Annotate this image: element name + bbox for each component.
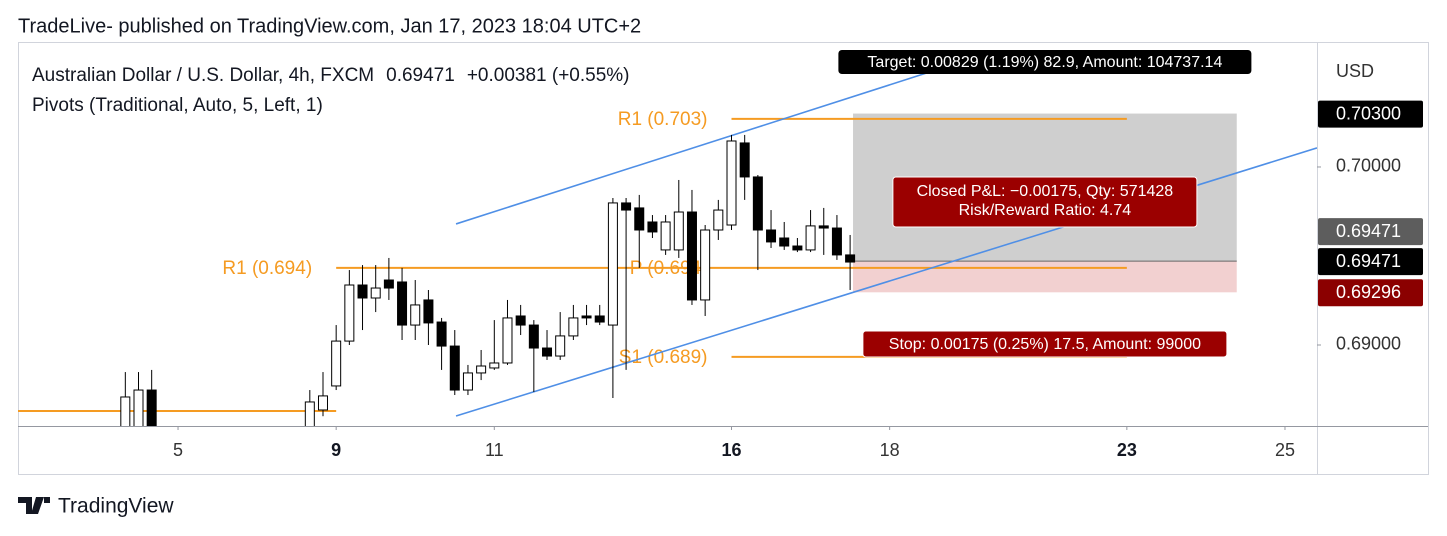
legend-symbol: Australian Dollar / U.S. Dollar, 4h, FXC… <box>32 65 630 86</box>
x-tick-label: 5 <box>173 440 183 460</box>
pivot-label: R1 (0.703) <box>618 109 708 130</box>
candle-body <box>462 372 473 391</box>
price-tag <box>1318 218 1423 246</box>
candle-body <box>528 324 539 349</box>
candle-body <box>397 281 408 326</box>
candle-body <box>476 365 487 374</box>
target-label-box <box>838 50 1252 74</box>
candle-body <box>449 345 460 391</box>
candle-body <box>489 362 500 369</box>
ratio-label: Risk/Reward Ratio: 4.74 <box>959 202 1132 219</box>
logo-mark <box>18 497 50 514</box>
candle-body <box>146 389 157 426</box>
candle-body <box>739 142 750 178</box>
x-tick-label: 9 <box>331 440 341 460</box>
price-tag-label: 0.69296 <box>1336 282 1401 302</box>
candle-body <box>410 304 421 326</box>
x-tick-label: 11 <box>485 440 504 460</box>
x-tick-label: 18 <box>880 440 900 460</box>
candle-body <box>304 401 315 426</box>
x-tick-label: 23 <box>1117 440 1137 460</box>
price-tag-label: 0.69471 <box>1336 251 1401 271</box>
price-tag-label: 0.69471 <box>1336 221 1401 241</box>
candle-body <box>673 211 684 251</box>
last-price: 0.69471 <box>386 65 455 86</box>
footer-brand: TradingView <box>58 495 174 518</box>
candle-body <box>660 221 671 251</box>
candle-body <box>383 279 394 289</box>
candle-body <box>357 284 368 299</box>
candle-body <box>370 287 381 299</box>
candle-body <box>634 207 645 231</box>
trendline <box>455 71 931 225</box>
candle-body <box>766 229 777 243</box>
x-tick-label: 16 <box>721 440 741 460</box>
candle-body <box>792 245 803 251</box>
stop-label-box <box>862 330 1228 358</box>
candle-body <box>607 202 618 326</box>
x-tick-label: 25 <box>1275 440 1295 460</box>
candle-body <box>752 176 763 231</box>
candle-body <box>502 317 513 364</box>
candle-body <box>713 209 724 231</box>
candle-body <box>581 315 592 319</box>
y-tick-label: 0.70000 <box>1336 156 1401 176</box>
candle-body <box>436 321 447 347</box>
pivot-label: S1 (0.689) <box>619 347 708 368</box>
candle-body <box>647 221 658 233</box>
candle-body <box>120 396 131 426</box>
price-tag <box>1318 279 1423 307</box>
candle-body <box>818 225 829 229</box>
price-tag <box>1318 248 1423 276</box>
candle-body <box>423 299 434 324</box>
target-label: Target: 0.00829 (1.19%) 82.9, Amount: 10… <box>867 54 1222 71</box>
candle-body <box>133 389 144 426</box>
change: +0.00381 (+0.55%) <box>467 65 630 86</box>
candle-body <box>344 284 355 342</box>
price-tag-label: 0.70300 <box>1336 103 1401 123</box>
header-title: TradeLive- published on TradingView.com,… <box>18 15 641 37</box>
pivot-label: R1 (0.694) <box>222 258 312 279</box>
candle-body <box>555 335 566 357</box>
stop-label: Stop: 0.00175 (0.25%) 17.5, Amount: 9900… <box>889 336 1201 353</box>
candle-body <box>831 227 842 256</box>
candle-body <box>515 315 526 326</box>
candle-body <box>621 202 632 211</box>
candle-body <box>845 254 856 263</box>
stop-zone <box>853 261 1237 293</box>
candle-body <box>686 211 697 301</box>
candle-body <box>542 347 553 357</box>
symbol: Australian Dollar / U.S. Dollar, 4h, FXC… <box>32 65 374 86</box>
pnl-label: Closed P&L: −0.00175, Qty: 571428 <box>917 183 1174 200</box>
pnl-box <box>892 176 1198 228</box>
candle-body <box>805 225 816 251</box>
candle-body <box>700 229 711 301</box>
price-tag <box>1318 100 1423 128</box>
candle-body <box>568 317 579 337</box>
legend-indicator: Pivots (Traditional, Auto, 5, Left, 1) <box>32 95 323 116</box>
candle-body <box>317 395 328 411</box>
candle-body <box>779 237 790 247</box>
candle-body <box>331 340 342 387</box>
y-tick-label: 0.69000 <box>1336 334 1401 354</box>
candle-body <box>594 315 605 323</box>
overlay: Target: 0.00829 (1.19%) 82.9, Amount: 10… <box>838 50 1423 358</box>
logo <box>18 497 50 514</box>
candle-body <box>726 140 737 226</box>
currency-label: USD <box>1336 61 1374 81</box>
